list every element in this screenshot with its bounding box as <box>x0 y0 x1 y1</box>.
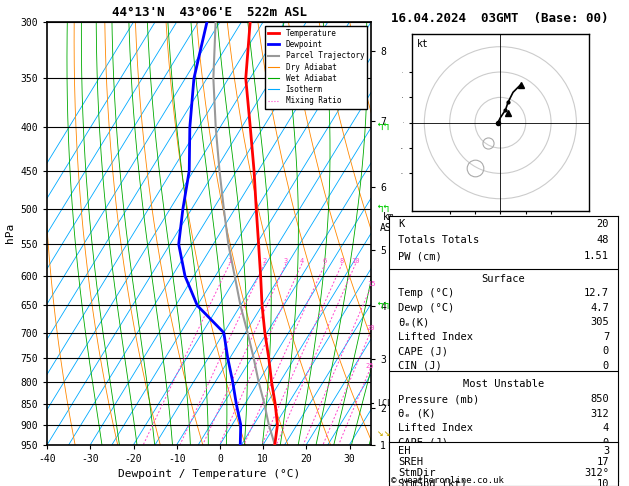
Text: 4.7: 4.7 <box>591 303 609 312</box>
Text: 1: 1 <box>228 258 231 264</box>
Legend: Temperature, Dewpoint, Parcel Trajectory, Dry Adiabat, Wet Adiabat, Isotherm, Mi: Temperature, Dewpoint, Parcel Trajectory… <box>265 26 367 108</box>
Text: 10: 10 <box>352 258 360 264</box>
Text: EH: EH <box>398 446 410 456</box>
Text: 3: 3 <box>603 446 609 456</box>
Text: CAPE (J): CAPE (J) <box>398 438 448 448</box>
Text: ↰↰: ↰↰ <box>377 300 391 311</box>
Text: © weatheronline.co.uk: © weatheronline.co.uk <box>391 475 504 485</box>
Text: CIN (J): CIN (J) <box>398 452 442 462</box>
Title: 44°13'N  43°06'E  522m ASL: 44°13'N 43°06'E 522m ASL <box>111 6 307 19</box>
Text: 2: 2 <box>262 258 267 264</box>
Text: PW (cm): PW (cm) <box>398 251 442 261</box>
Text: K: K <box>398 219 404 229</box>
Text: ↘↘: ↘↘ <box>377 428 391 438</box>
Text: Totals Totals: Totals Totals <box>398 235 479 245</box>
Text: 0: 0 <box>603 452 609 462</box>
Text: 15: 15 <box>367 280 376 287</box>
Text: θₑ (K): θₑ (K) <box>398 409 435 418</box>
Text: Temp (°C): Temp (°C) <box>398 288 454 298</box>
Text: ↰↰: ↰↰ <box>377 204 391 214</box>
Text: Pressure (mb): Pressure (mb) <box>398 394 479 404</box>
Text: 0: 0 <box>603 347 609 356</box>
Text: StmSpd (kt): StmSpd (kt) <box>398 479 467 486</box>
Text: Surface: Surface <box>482 274 525 283</box>
Text: 850: 850 <box>591 394 609 404</box>
Text: kt: kt <box>417 39 428 49</box>
Text: 312: 312 <box>591 409 609 418</box>
Text: LCL: LCL <box>377 399 392 408</box>
Text: 6: 6 <box>323 258 327 264</box>
Text: Dewp (°C): Dewp (°C) <box>398 303 454 312</box>
Text: 48: 48 <box>597 235 609 245</box>
Y-axis label: km
ASL: km ASL <box>380 212 398 233</box>
Text: 20: 20 <box>597 219 609 229</box>
Text: 7: 7 <box>603 332 609 342</box>
X-axis label: Dewpoint / Temperature (°C): Dewpoint / Temperature (°C) <box>118 469 300 479</box>
Y-axis label: hPa: hPa <box>5 223 15 243</box>
Text: Lifted Index: Lifted Index <box>398 423 473 433</box>
Text: ↰↰: ↰↰ <box>377 122 391 132</box>
Text: 305: 305 <box>591 317 609 327</box>
Text: CAPE (J): CAPE (J) <box>398 347 448 356</box>
Text: 12.7: 12.7 <box>584 288 609 298</box>
Text: 3: 3 <box>284 258 288 264</box>
Text: 17: 17 <box>597 457 609 467</box>
Text: 25: 25 <box>366 363 374 368</box>
Text: 16.04.2024  03GMT  (Base: 00): 16.04.2024 03GMT (Base: 00) <box>391 12 609 25</box>
Text: 312°: 312° <box>584 468 609 478</box>
Text: Lifted Index: Lifted Index <box>398 332 473 342</box>
Text: SREH: SREH <box>398 457 423 467</box>
Text: 20: 20 <box>367 325 375 331</box>
Text: 4: 4 <box>603 423 609 433</box>
Text: CIN (J): CIN (J) <box>398 361 442 371</box>
Text: θₑ(K): θₑ(K) <box>398 317 429 327</box>
Text: 1.51: 1.51 <box>584 251 609 261</box>
Text: Hodograph: Hodograph <box>476 456 532 466</box>
Text: 4: 4 <box>300 258 304 264</box>
Text: Most Unstable: Most Unstable <box>463 380 544 389</box>
Text: StmDir: StmDir <box>398 468 435 478</box>
Text: 0: 0 <box>603 438 609 448</box>
Text: 0: 0 <box>603 361 609 371</box>
Text: 10: 10 <box>597 479 609 486</box>
Text: 8: 8 <box>340 258 344 264</box>
